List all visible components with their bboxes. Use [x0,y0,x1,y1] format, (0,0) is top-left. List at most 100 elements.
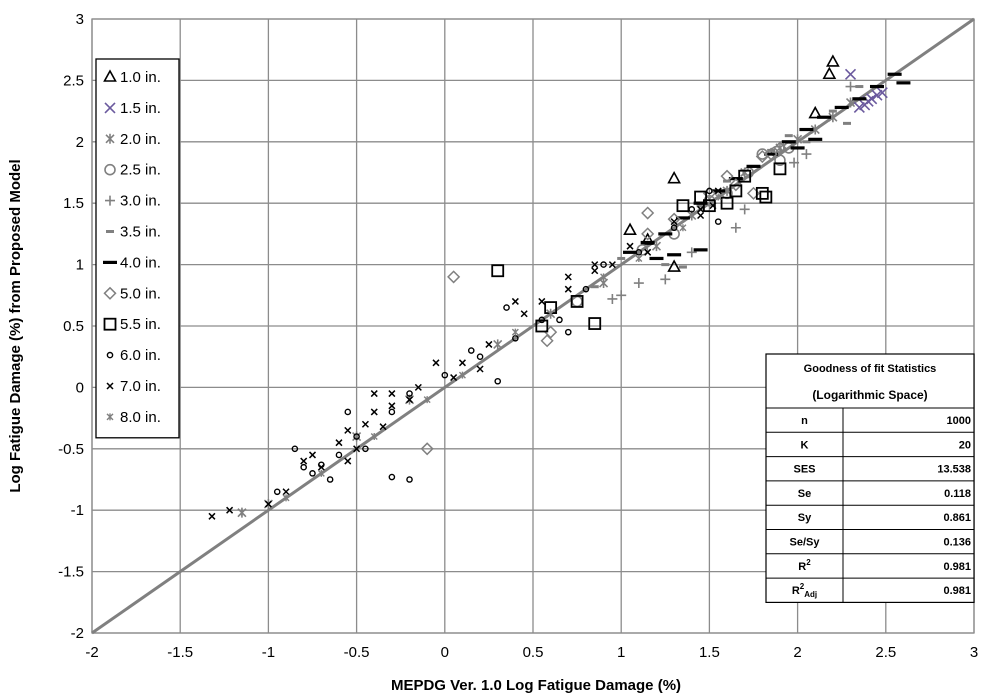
data-point [353,445,361,453]
data-point [670,224,678,232]
data-point [540,334,554,348]
legend-marker [106,351,114,359]
legend-label: 4.0 in. [120,254,161,271]
legend-marker [106,382,114,390]
data-point [660,274,671,285]
data-point [730,222,741,233]
data-point [520,310,528,318]
y-tick-label: 0 [76,379,84,396]
x-tick-label: 0 [441,644,449,661]
data-point [616,290,627,301]
data-point [591,261,599,269]
data-point [512,334,519,342]
data-points [208,54,911,520]
data-point [491,264,505,278]
data-point [362,445,369,453]
y-tick-label: 2 [76,134,84,151]
data-point [208,512,216,520]
data-point [709,202,717,210]
data-point [755,186,769,200]
data-point [335,451,343,459]
data-point [493,339,503,350]
data-point [326,476,334,483]
legend-box [95,58,180,439]
data-point [801,149,812,160]
data-point [485,340,493,348]
stats-label: Sy [798,512,812,524]
legend-marker [103,69,117,82]
legend-marker [105,133,115,144]
legend: 1.0 in. 1.5 in. 2.0 in. 2.5 in. 3.0 in. 3.5 i… [95,58,180,439]
stats-value: 0.118 [944,488,971,500]
data-point [361,420,369,428]
data-point [388,402,396,410]
y-tick-label: 1.5 [63,195,84,212]
data-point [822,66,837,80]
legend-marker [106,413,114,421]
data-point [588,317,602,330]
data-point [738,169,752,183]
data-point [714,193,722,201]
data-point [789,157,800,168]
x-axis-title: MEPDG Ver. 1.0 Log Fatigue Damage (%) [391,677,681,694]
data-point [876,87,888,99]
data-point [538,316,546,324]
data-point [600,261,607,268]
data-point [694,190,707,204]
data-point [535,319,549,333]
data-point [570,295,584,308]
x-tick-label: -1.5 [167,644,193,661]
data-point [626,242,634,250]
data-point [476,353,484,361]
data-point [759,190,773,204]
data-point [720,169,734,183]
data-point [635,249,643,256]
data-point [388,408,396,416]
data-point [476,365,484,373]
data-point [300,457,308,465]
data-point [773,162,787,176]
data-point [547,310,555,318]
y-tick-label: -0.5 [58,441,84,458]
data-point [388,473,396,481]
data-point [810,124,820,135]
data-point [420,442,434,456]
data-point [353,433,360,440]
data-point [845,81,856,92]
data-point [676,199,690,213]
data-point [679,224,687,232]
data-point [432,359,440,367]
data-point [686,247,697,258]
data-point [697,211,705,220]
data-point [370,408,378,416]
stats-value: 1000 [947,415,971,427]
stats-value: 0.981 [943,585,971,597]
legend-marker [105,195,115,206]
data-point [344,426,352,434]
data-point [667,259,681,272]
legend-label: 2.0 in. [120,131,161,148]
legend-label: 1.5 in. [120,100,161,117]
data-point [641,206,655,220]
legend-marker [103,286,117,300]
x-tick-label: 3 [970,644,978,661]
stats-value: 0.981 [943,561,971,573]
stats-label: Se [798,488,811,500]
stats-table-border [765,353,975,603]
x-tick-label: -1 [262,644,275,661]
data-point [706,187,713,195]
data-point [282,488,290,496]
data-point [538,297,546,305]
data-point [335,439,343,447]
data-point [317,469,325,477]
legend-label: 5.0 in. [120,285,161,302]
equality-line [91,17,975,635]
data-point [406,390,413,397]
data-point [633,278,644,289]
y-tick-label: 2.5 [63,72,84,89]
data-point [714,218,722,225]
data-point [264,500,272,508]
axis-ticks: -2 -1.5 -1 -0.5 0 0.5 1 1.5 2 2.5 3 -2 -1.5 -1 -0.5 0 0.… [58,11,978,661]
data-point [571,295,583,308]
stats-value: 0.136 [943,537,971,549]
